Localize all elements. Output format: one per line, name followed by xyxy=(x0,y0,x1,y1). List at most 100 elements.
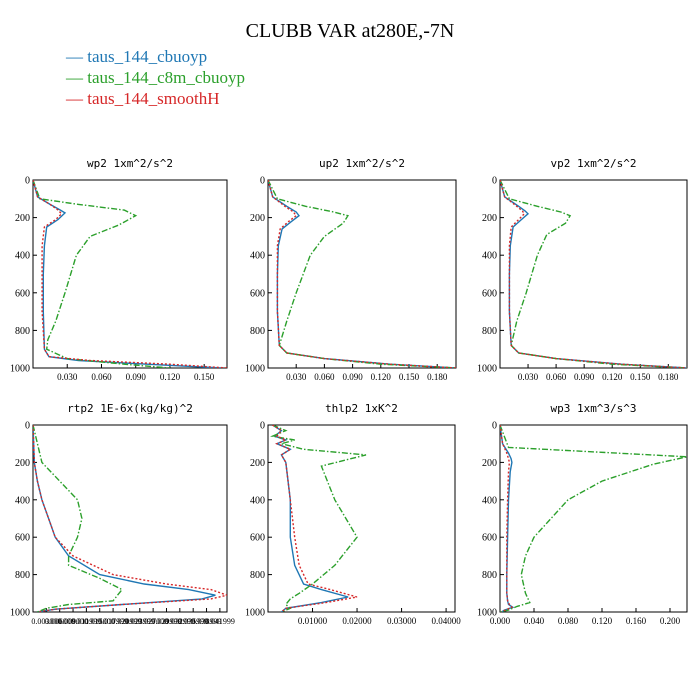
y-tick-label: 200 xyxy=(15,458,30,469)
y-tick-label: 200 xyxy=(482,458,497,469)
x-tick-label: 0.006000 xyxy=(45,617,75,626)
panel-1: wp2 1xm^2/s^2 0 200 400 600 800 1000 0.030 0.060… xyxy=(10,157,228,382)
legend-label: taus_144_smoothH xyxy=(87,89,220,108)
y-tick-label: 200 xyxy=(15,213,30,224)
x-tick-label: 0.180 xyxy=(658,372,679,382)
series-line-2 xyxy=(268,180,456,368)
y-tick-label: 800 xyxy=(15,570,30,581)
x-tick-label: 0.200 xyxy=(660,616,681,626)
legend-item-cbuoyp: — taus_144_cbuoyp xyxy=(66,47,208,66)
y-tick-label: 600 xyxy=(250,533,265,544)
x-tick-label: 0.150 xyxy=(194,372,215,382)
figure-title: CLUBB VAR at280E,-7N xyxy=(245,20,455,42)
y-tick-label: 200 xyxy=(250,458,265,469)
y-tick-label: 400 xyxy=(482,251,497,262)
panel-5: thlp2 1xK^2 0 200 400 600 800 1000 0.01000 0.020… xyxy=(245,402,461,626)
y-tick-label: 0 xyxy=(25,176,30,187)
series-line-2 xyxy=(500,180,687,368)
y-tick-label: 1000 xyxy=(477,364,497,375)
x-tick-label: 0.04000 xyxy=(431,616,461,626)
y-tick-label: 400 xyxy=(250,495,265,506)
panel-2: up2 1xm^2/s^2 0 200 400 600 800 1000 0.030 0.060… xyxy=(245,157,457,382)
y-tick-label: 600 xyxy=(15,533,30,544)
y-tick-label: 1000 xyxy=(245,608,265,619)
x-tick-label: 0.120 xyxy=(160,372,181,382)
x-tick-label: 0.023999 xyxy=(125,617,155,626)
panel-3: vp2 1xm^2/s^2 0 200 400 600 800 1000 0.030 0.060… xyxy=(477,157,688,382)
series-line-1 xyxy=(33,425,216,612)
x-tick-label: 0.060 xyxy=(314,372,335,382)
panel-title: up2 1xm^2/s^2 xyxy=(319,157,405,170)
x-tick-label: 0.030 xyxy=(286,372,307,382)
x-tick-label: 0.180 xyxy=(427,372,448,382)
y-tick-label: 600 xyxy=(482,533,497,544)
plot-frame xyxy=(499,424,688,613)
y-tick-label: 800 xyxy=(15,326,30,337)
x-tick-label: 0.020999 xyxy=(111,617,141,626)
x-tick-label: 0.150 xyxy=(630,372,651,382)
y-tick-label: 400 xyxy=(15,251,30,262)
series-line-1 xyxy=(33,180,222,368)
y-tick-label: 600 xyxy=(482,288,497,299)
plot-frame xyxy=(499,179,688,369)
y-tick-label: 400 xyxy=(250,251,265,262)
x-tick-label: 0.060 xyxy=(91,372,112,382)
y-tick-label: 800 xyxy=(482,326,497,337)
series-line-2 xyxy=(33,425,124,612)
y-tick-label: 600 xyxy=(15,288,30,299)
panel-title: rtp2 1E-6x(kg/kg)^2 xyxy=(67,402,193,415)
y-tick-label: 0 xyxy=(260,421,265,432)
legend-item-smoothh: — taus_144_smoothH xyxy=(66,89,220,108)
x-tick-label: 0.150 xyxy=(399,372,420,382)
series-line-3 xyxy=(33,425,227,612)
x-tick-label: 0.090 xyxy=(342,372,363,382)
x-tick-label: 0.030 xyxy=(518,372,539,382)
x-tick-label: 0.080 xyxy=(558,616,579,626)
x-tick-label: 0.03000 xyxy=(387,616,417,626)
series-line-1 xyxy=(500,180,687,368)
x-tick-label: 0.060 xyxy=(546,372,567,382)
x-tick-label: 0.120 xyxy=(592,616,613,626)
y-tick-label: 1000 xyxy=(245,364,265,375)
x-tick-label: 0.017999 xyxy=(98,617,128,626)
x-tick-label: 0.01000 xyxy=(298,616,328,626)
legend-label: taus_144_c8m_cbuoyp xyxy=(87,68,245,87)
y-tick-label: 1000 xyxy=(10,364,30,375)
plot-frame xyxy=(32,424,228,613)
plot-frame xyxy=(32,179,228,369)
x-tick-label: 0.02000 xyxy=(342,616,372,626)
x-tick-label: 0.160 xyxy=(626,616,647,626)
y-tick-label: 0 xyxy=(25,421,30,432)
series-line-3 xyxy=(33,180,227,368)
series-line-3 xyxy=(272,425,358,612)
y-tick-label: 800 xyxy=(250,326,265,337)
panel-4: rtp2 1E-6x(kg/kg)^2 0 200 400 600 800 1000 0.00… xyxy=(10,402,235,626)
y-tick-label: 600 xyxy=(250,288,265,299)
legend-item-c8m-cbuoyp: — taus_144_c8m_cbuoyp xyxy=(66,68,245,87)
x-tick-label: 0.030 xyxy=(57,372,78,382)
y-tick-label: 400 xyxy=(15,495,30,506)
series-line-3 xyxy=(500,425,514,612)
x-tick-label: 0.090 xyxy=(574,372,595,382)
y-tick-label: 200 xyxy=(482,213,497,224)
y-tick-label: 1000 xyxy=(10,608,30,619)
panel-title: wp3 1xm^3/s^3 xyxy=(550,402,636,415)
x-tick-label: 0.009000 xyxy=(58,617,88,626)
x-tick-label: 0.090 xyxy=(126,372,147,382)
y-tick-label: 0 xyxy=(492,421,497,432)
series-line-3 xyxy=(500,180,687,368)
x-tick-label: 0.015000 xyxy=(85,617,115,626)
y-tick-label: 1000 xyxy=(477,608,497,619)
series-line-2 xyxy=(270,425,367,612)
x-tick-label: 0.032999 xyxy=(165,617,195,626)
y-tick-label: 800 xyxy=(482,570,497,581)
x-tick-label: 0.029999 xyxy=(151,617,181,626)
y-tick-label: 0 xyxy=(492,176,497,187)
series-line-2 xyxy=(500,425,687,612)
x-tick-label: 0.040 xyxy=(524,616,545,626)
y-tick-label: 800 xyxy=(250,570,265,581)
panel-title: wp2 1xm^2/s^2 xyxy=(87,157,173,170)
y-tick-label: 0 xyxy=(260,176,265,187)
